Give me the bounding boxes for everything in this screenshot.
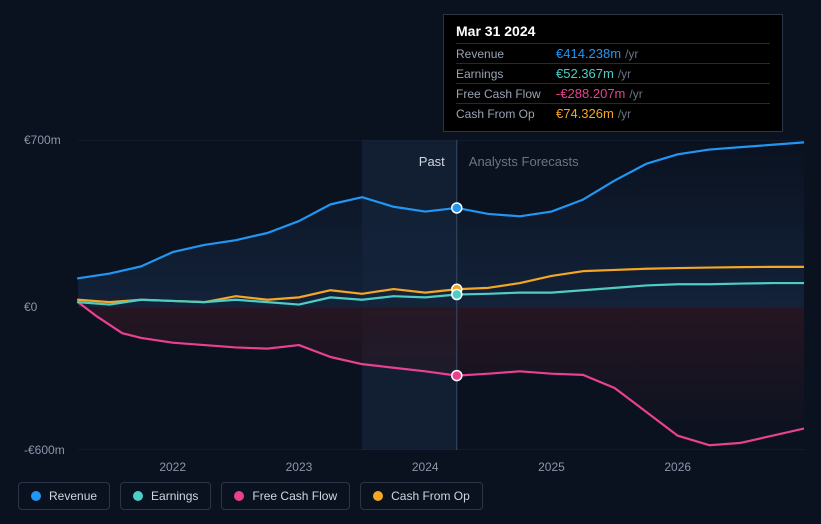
tooltip-unit: /yr bbox=[618, 107, 631, 121]
legend-dot-icon bbox=[234, 491, 244, 501]
tooltip-unit: /yr bbox=[618, 67, 631, 81]
legend-label: Cash From Op bbox=[391, 489, 470, 503]
tooltip-label: Cash From Op bbox=[456, 107, 556, 121]
tooltip-row-fcf: Free Cash Flow -€288.207m /yr bbox=[456, 83, 770, 103]
legend-label: Earnings bbox=[151, 489, 198, 503]
tooltip-value: €74.326m bbox=[556, 106, 614, 121]
legend-dot-icon bbox=[133, 491, 143, 501]
tooltip-unit: /yr bbox=[629, 87, 642, 101]
tooltip-label: Revenue bbox=[456, 47, 556, 61]
tooltip-value: -€288.207m bbox=[556, 86, 625, 101]
chart-svg bbox=[18, 140, 804, 450]
tooltip-unit: /yr bbox=[625, 47, 638, 61]
legend-label: Revenue bbox=[49, 489, 97, 503]
y-tick-label: -€600m bbox=[24, 443, 65, 457]
tooltip-row-cfo: Cash From Op €74.326m /yr bbox=[456, 103, 770, 123]
legend-label: Free Cash Flow bbox=[252, 489, 337, 503]
x-tick-label: 2026 bbox=[664, 460, 691, 474]
tooltip-panel: Mar 31 2024 Revenue €414.238m /yr Earnin… bbox=[443, 14, 783, 132]
legend-dot-icon bbox=[31, 491, 41, 501]
x-tick-label: 2024 bbox=[412, 460, 439, 474]
legend-item-revenue[interactable]: Revenue bbox=[18, 482, 110, 510]
tooltip-date: Mar 31 2024 bbox=[456, 23, 770, 43]
tooltip-value: €52.367m bbox=[556, 66, 614, 81]
legend: Revenue Earnings Free Cash Flow Cash Fro… bbox=[18, 482, 483, 510]
past-label: Past bbox=[419, 154, 445, 169]
y-tick-label: €700m bbox=[24, 133, 61, 147]
legend-dot-icon bbox=[373, 491, 383, 501]
forecast-label: Analysts Forecasts bbox=[469, 154, 579, 169]
x-tick-label: 2025 bbox=[538, 460, 565, 474]
tooltip-label: Free Cash Flow bbox=[456, 87, 556, 101]
y-tick-label: €0 bbox=[24, 300, 37, 314]
tooltip-value: €414.238m bbox=[556, 46, 621, 61]
legend-item-cfo[interactable]: Cash From Op bbox=[360, 482, 483, 510]
tooltip-row-revenue: Revenue €414.238m /yr bbox=[456, 43, 770, 63]
tooltip-row-earnings: Earnings €52.367m /yr bbox=[456, 63, 770, 83]
legend-item-earnings[interactable]: Earnings bbox=[120, 482, 211, 510]
x-tick-label: 2022 bbox=[159, 460, 186, 474]
legend-item-fcf[interactable]: Free Cash Flow bbox=[221, 482, 350, 510]
x-tick-label: 2023 bbox=[286, 460, 313, 474]
chart-plot-area[interactable]: €700m€0-€600m 20222023202420252026 Past … bbox=[18, 140, 804, 450]
tooltip-label: Earnings bbox=[456, 67, 556, 81]
